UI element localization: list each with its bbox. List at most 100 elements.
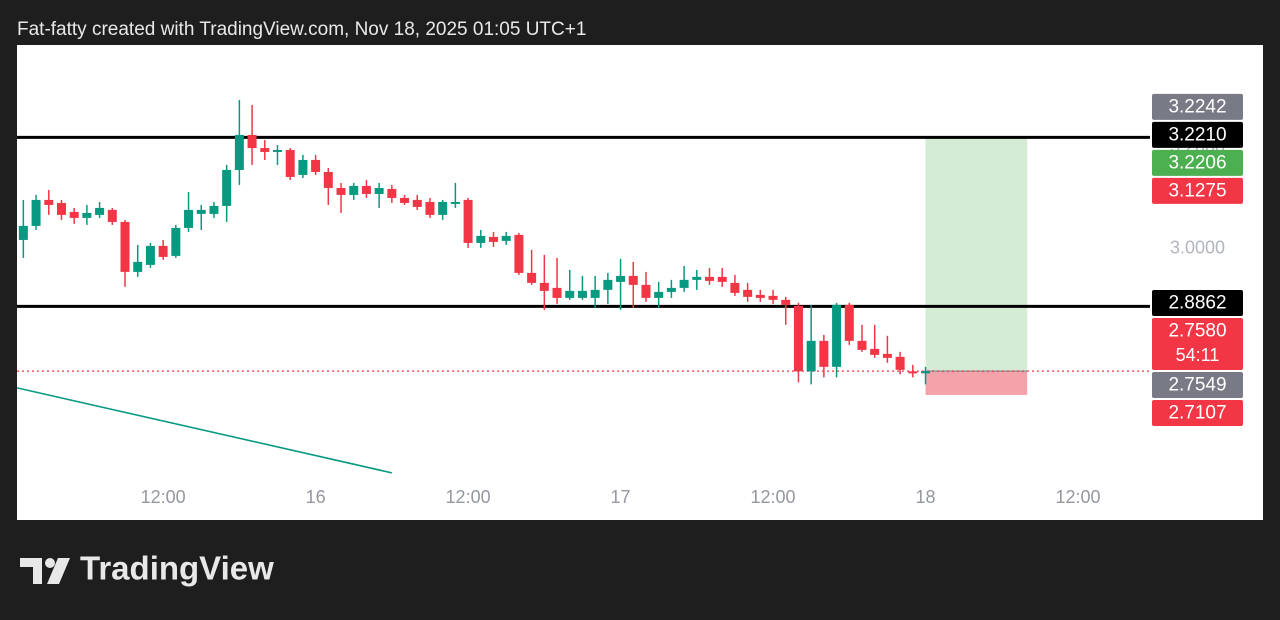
candle-body xyxy=(781,299,791,305)
candle-body xyxy=(336,187,346,195)
candle-body xyxy=(857,340,867,350)
candle-body xyxy=(133,261,143,272)
price-badge-label: 2.8862 xyxy=(1168,293,1226,314)
candle-body xyxy=(234,134,244,170)
price-badge xyxy=(1152,121,1243,148)
candle-body xyxy=(882,353,892,358)
candle-body xyxy=(247,134,257,149)
candle-body xyxy=(552,287,562,298)
candle-body xyxy=(577,290,587,298)
countdown-label: 54:11 xyxy=(1176,345,1220,365)
price-badge xyxy=(1152,93,1243,120)
x-tick-label: 12:00 xyxy=(751,487,796,507)
x-tick-label: 17 xyxy=(611,487,631,507)
price-badge xyxy=(1152,290,1243,317)
candle-body xyxy=(870,348,880,355)
price-badge-label: 2.7107 xyxy=(1168,403,1226,424)
candle-body xyxy=(412,199,422,207)
candle-body xyxy=(260,148,270,152)
price-badge-label: 3.2206 xyxy=(1168,152,1226,173)
candle-body xyxy=(56,202,66,215)
candle-body xyxy=(184,209,194,228)
candle-body xyxy=(18,225,28,240)
candle-body xyxy=(679,279,689,288)
candle-body xyxy=(844,304,854,341)
candle-body xyxy=(806,340,816,372)
candle-body xyxy=(730,282,740,293)
candle-body xyxy=(819,340,829,367)
candle-body xyxy=(107,209,117,222)
candle-body xyxy=(908,371,918,374)
x-tick-label: 18 xyxy=(916,487,936,507)
candle-body xyxy=(171,227,181,256)
candle-body xyxy=(374,187,384,194)
candle-body xyxy=(501,235,511,241)
candle-body xyxy=(527,272,537,283)
candle-body xyxy=(514,234,524,273)
candle-body xyxy=(692,276,702,280)
x-tick-label: 12:00 xyxy=(446,487,491,507)
price-badge-label: 3.2242 xyxy=(1168,96,1226,117)
candle-body xyxy=(44,199,54,205)
price-badge-label: 2.7549 xyxy=(1168,375,1226,396)
candle-body xyxy=(196,209,206,214)
candle-body xyxy=(323,171,333,188)
candle-body xyxy=(590,289,600,298)
candle-body xyxy=(387,188,397,198)
candle-body xyxy=(69,211,79,218)
header: Fat-fatty created with TradingView.com, … xyxy=(17,19,586,40)
candle-body xyxy=(298,159,308,175)
candle-body xyxy=(82,212,92,218)
candle-body xyxy=(31,199,41,226)
price-badge xyxy=(1152,318,1243,371)
candle-body xyxy=(895,356,905,370)
candle-body xyxy=(603,279,613,290)
candle-body xyxy=(755,294,765,298)
brand: TradingView xyxy=(80,550,274,587)
candle-body xyxy=(666,287,676,292)
candle-body xyxy=(425,201,435,215)
candle-body xyxy=(768,295,778,300)
candle-body xyxy=(95,207,105,215)
chart-area xyxy=(17,45,1263,520)
loss-zone xyxy=(925,371,1028,395)
candle-body xyxy=(311,159,321,172)
candle-body xyxy=(628,275,638,285)
candle-body xyxy=(921,371,931,374)
candle-body xyxy=(539,282,549,291)
price-badge xyxy=(1152,177,1243,204)
candle-body xyxy=(793,305,803,372)
candle-body xyxy=(145,245,155,265)
candle-body xyxy=(285,149,295,177)
price-badge xyxy=(1152,149,1243,176)
price-badge xyxy=(1152,400,1243,427)
candle-body xyxy=(641,284,651,298)
x-tick-label: 16 xyxy=(306,487,326,507)
price-badge xyxy=(1152,372,1243,399)
candle-body xyxy=(616,275,626,282)
candle-body xyxy=(654,291,664,298)
candle-body xyxy=(450,201,460,204)
candle-body xyxy=(488,236,498,242)
candle-body xyxy=(158,245,168,257)
brand-logo xyxy=(20,558,70,584)
candle-body xyxy=(476,235,486,243)
candle-body xyxy=(832,304,842,367)
y-tick-label: 3.0000 xyxy=(1170,238,1225,258)
logo-part xyxy=(20,558,42,584)
price-badge-label: 3.2210 xyxy=(1168,124,1226,145)
candle-body xyxy=(743,289,753,297)
price-badge-label: 3.1275 xyxy=(1168,180,1226,201)
candle-body xyxy=(361,185,371,194)
candle-body xyxy=(209,205,219,214)
candle-body xyxy=(463,199,473,243)
candle-body xyxy=(705,276,715,281)
candle-body xyxy=(400,197,410,203)
candle-body xyxy=(120,221,130,272)
plot xyxy=(17,99,1150,474)
trend-line xyxy=(17,387,393,474)
logo-part xyxy=(45,558,55,568)
candle-body xyxy=(565,290,575,298)
